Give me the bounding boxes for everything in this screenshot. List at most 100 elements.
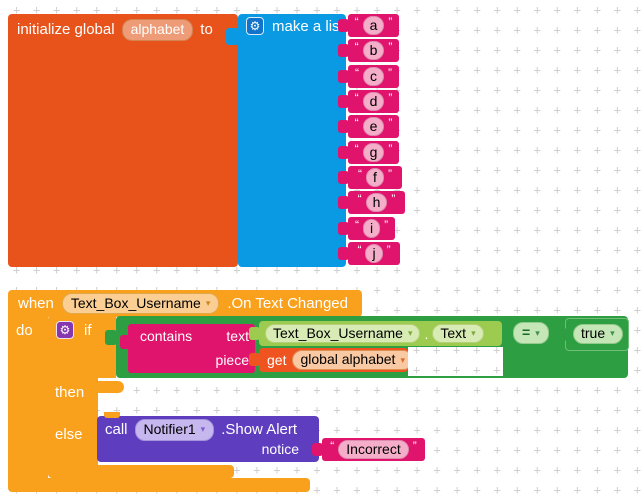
- text-string-block[interactable]: “ d ”: [338, 90, 399, 113]
- connector-plug: [105, 330, 117, 345]
- text-string-block[interactable]: “ a ”: [338, 14, 399, 37]
- open-quote: “: [357, 242, 362, 257]
- close-quote: ”: [388, 141, 393, 156]
- get-label: get: [267, 352, 287, 368]
- component-property-getter-block[interactable]: Text_Box_Username ▾ . Text ▾: [249, 321, 502, 346]
- initialize-global-block[interactable]: initialize global alphabet to: [8, 14, 238, 267]
- text-string-block[interactable]: “ e ”: [338, 115, 399, 138]
- close-quote: ”: [387, 166, 392, 181]
- component-dropdown[interactable]: Text_Box_Username ▾: [265, 323, 421, 344]
- chevron-down-icon: ▾: [407, 328, 413, 338]
- text-field[interactable]: c: [363, 66, 384, 87]
- contains-piece-label: piece: [215, 352, 249, 368]
- workspace-gap: +++++ +++++: [408, 347, 503, 376]
- when-event-block[interactable]: when Text_Box_Username ▾ .On Text Change…: [8, 290, 362, 317]
- component-dropdown[interactable]: Notifier1 ▾: [134, 419, 215, 441]
- text-field[interactable]: f: [366, 167, 384, 188]
- chevron-down-icon: ▾: [400, 354, 405, 365]
- mutator-gear-icon[interactable]: ⚙: [56, 321, 74, 339]
- mutator-gear-icon[interactable]: ⚙: [246, 17, 264, 35]
- if-block[interactable]: ⚙ if: [48, 316, 116, 378]
- if-label: if: [84, 322, 92, 339]
- text-field[interactable]: i: [362, 218, 381, 239]
- then-empty-socket[interactable]: [98, 381, 124, 393]
- operator-symbol: =: [522, 324, 531, 341]
- connector-plug: [226, 28, 239, 45]
- component-name: Text_Box_Username: [70, 294, 201, 311]
- text-field[interactable]: j: [365, 243, 383, 264]
- text-string-block[interactable]: “ g ”: [338, 141, 399, 164]
- when-label: when: [18, 295, 54, 312]
- open-quote: “: [354, 90, 359, 105]
- to-label: to: [200, 21, 213, 39]
- get-variable-block[interactable]: get global alphabet ▾: [249, 348, 413, 372]
- text-string-block[interactable]: “ b ”: [338, 39, 399, 62]
- text-field[interactable]: a: [362, 15, 385, 36]
- component-name: Text_Box_Username: [273, 324, 403, 341]
- text-field[interactable]: Incorrect: [338, 439, 409, 460]
- when-block-spine[interactable]: [8, 317, 48, 478]
- workspace-grid: +++++ +++++: [413, 347, 500, 376]
- connector-plug: [556, 328, 567, 341]
- if-block-spine[interactable]: [48, 378, 98, 465]
- text-string-block[interactable]: “ Incorrect ”: [312, 438, 425, 461]
- open-quote: “: [354, 14, 359, 29]
- call-label: call: [105, 421, 128, 439]
- chevron-down-icon: ▾: [535, 327, 540, 338]
- text-string-block[interactable]: “ f ”: [338, 166, 402, 189]
- connector-plug: [312, 443, 323, 456]
- initialize-global-label: initialize global: [17, 21, 115, 39]
- close-quote: ”: [388, 115, 393, 130]
- text-string-block[interactable]: “ h ”: [338, 191, 405, 214]
- variable-name: global alphabet: [300, 351, 396, 368]
- text-field[interactable]: g: [362, 142, 385, 163]
- open-quote: “: [357, 191, 362, 206]
- connector-plug: [338, 120, 349, 133]
- if-block-bottom[interactable]: [48, 465, 234, 478]
- connector-plug: [338, 196, 349, 209]
- variable-name-field[interactable]: alphabet: [121, 19, 194, 41]
- chevron-down-icon: ▾: [610, 328, 615, 339]
- operator-dropdown[interactable]: = ▾: [513, 322, 549, 344]
- logic-true-block[interactable]: true ▾: [556, 318, 629, 351]
- text-string-block[interactable]: “ i ”: [338, 217, 395, 240]
- call-show-alert-block[interactable]: call Notifier1 ▾ .Show Alert notice: [97, 416, 319, 462]
- statement-connector: [104, 412, 120, 418]
- connector-plug: [249, 327, 260, 340]
- when-block-bottom[interactable]: [8, 478, 310, 492]
- connector-plug: [249, 353, 260, 366]
- text-field[interactable]: e: [362, 116, 385, 137]
- chevron-down-icon: ▾: [200, 424, 206, 435]
- method-name-label: .Show Alert: [221, 421, 298, 439]
- boolean-dropdown[interactable]: true ▾: [573, 324, 623, 344]
- close-quote: ”: [388, 14, 393, 29]
- make-a-list-block[interactable]: ⚙ make a list: [226, 14, 346, 267]
- close-quote: ”: [412, 438, 417, 453]
- contains-text-label: text: [226, 328, 249, 344]
- variable-dropdown[interactable]: global alphabet ▾: [292, 350, 413, 370]
- text-string-block[interactable]: “ c ”: [338, 65, 399, 88]
- close-quote: ”: [391, 191, 396, 206]
- open-quote: “: [330, 438, 335, 453]
- contains-block[interactable]: contains text piece: [120, 324, 255, 373]
- make-a-list-label: make a list: [272, 17, 344, 35]
- text-field[interactable]: d: [362, 91, 385, 112]
- component-dropdown[interactable]: Text_Box_Username ▾: [61, 292, 220, 315]
- text-field[interactable]: h: [365, 192, 388, 213]
- component-name: Notifier1: [143, 421, 196, 437]
- chevron-down-icon: ▾: [205, 298, 211, 308]
- open-quote: “: [354, 141, 359, 156]
- property-dropdown[interactable]: Text ▾: [432, 323, 484, 344]
- open-quote: “: [354, 217, 359, 232]
- connector-plug: [338, 95, 349, 108]
- open-quote: “: [355, 65, 359, 80]
- connector-plug: [338, 44, 349, 57]
- boolean-value: true: [581, 325, 606, 341]
- text-string-block[interactable]: “ j ”: [338, 242, 400, 265]
- text-field[interactable]: b: [362, 40, 385, 61]
- connector-plug: [338, 146, 349, 159]
- close-quote: ”: [386, 242, 391, 257]
- connector-plug: [338, 70, 349, 83]
- dot-separator: .: [424, 325, 429, 342]
